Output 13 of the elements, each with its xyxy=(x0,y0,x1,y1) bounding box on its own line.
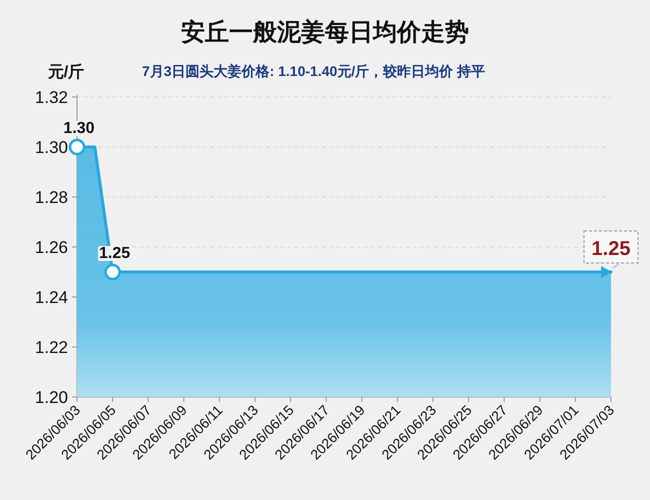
y-tick-label: 1.26 xyxy=(34,238,68,257)
y-tick-label: 1.32 xyxy=(34,88,68,107)
y-tick-label: 1.28 xyxy=(34,188,68,207)
title: 安丘一般泥姜每日均价走势 xyxy=(181,19,469,46)
y-tick-label: 1.30 xyxy=(34,138,68,157)
value-label: 1.25 xyxy=(99,245,130,262)
annotation: 1.25 xyxy=(592,238,630,260)
y-tick-label: 1.22 xyxy=(34,338,68,357)
y-tick-label: 1.24 xyxy=(34,288,68,307)
y-axis-title: 元/斤 xyxy=(48,64,84,81)
subtitle: 7月3日圆头大姜价格: 1.10-1.40元/斤，较昨日均价 持平 xyxy=(142,63,486,79)
value-label: 1.30 xyxy=(63,120,95,137)
y-tick-label: 1.20 xyxy=(34,388,68,407)
